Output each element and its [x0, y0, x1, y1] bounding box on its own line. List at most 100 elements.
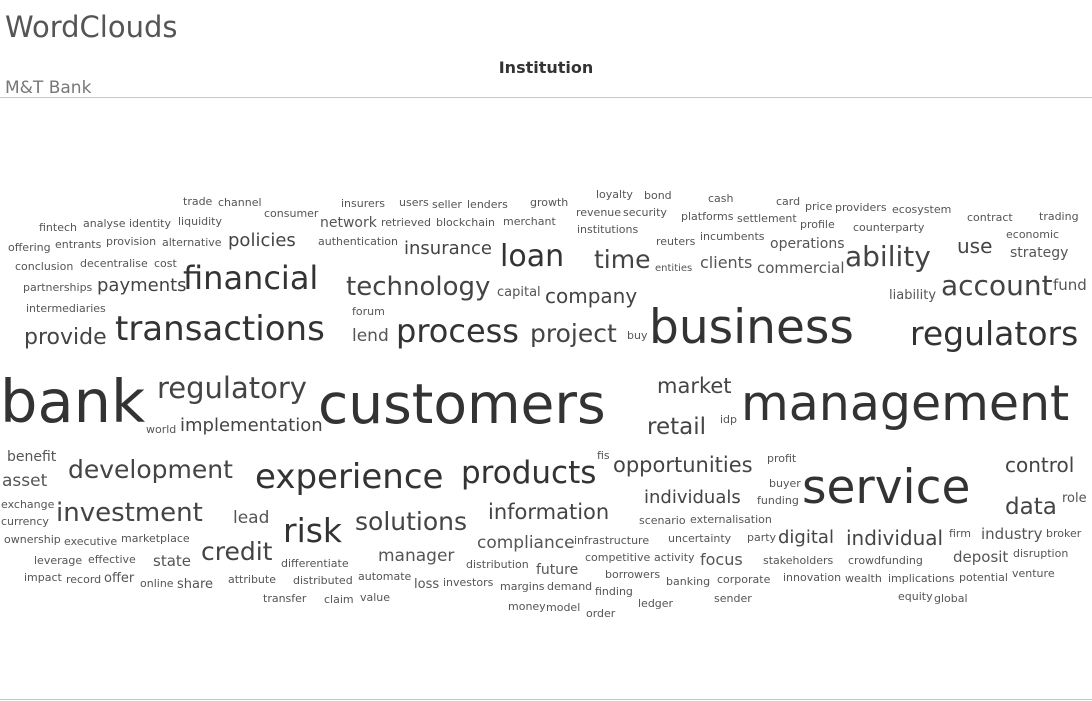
word-cost: cost — [154, 257, 178, 270]
word-decentralise: decentralise — [80, 257, 148, 270]
word-providers: providers — [835, 201, 887, 214]
word-security: security — [623, 206, 667, 219]
word-commercial: commercial — [757, 259, 845, 277]
word-trading: trading — [1039, 210, 1079, 223]
word-entities: entities — [655, 263, 692, 274]
word-bank: bank — [0, 367, 145, 436]
word-data: data — [1005, 494, 1057, 520]
word-industry: industry — [981, 525, 1043, 543]
word-regulators: regulators — [910, 314, 1078, 353]
word-insurance: insurance — [404, 238, 492, 259]
word-currency: currency — [1, 515, 49, 528]
word-online: online — [140, 577, 174, 590]
word-order: order — [586, 607, 616, 620]
word-offer: offer — [104, 571, 135, 586]
word-implementation: implementation — [180, 415, 323, 436]
word-global: global — [934, 592, 968, 605]
word-liability: liability — [889, 288, 936, 303]
word-contract: contract — [967, 211, 1013, 224]
word-use: use — [957, 234, 992, 258]
word-automate: automate — [358, 570, 412, 583]
word-loyalty: loyalty — [596, 188, 633, 201]
word-provide: provide — [24, 325, 107, 350]
word-insurers: insurers — [341, 197, 385, 210]
word-partnerships: partnerships — [23, 281, 93, 294]
word-development: development — [68, 455, 233, 484]
word-innovation: innovation — [783, 571, 841, 584]
word-conclusion: conclusion — [15, 260, 73, 273]
word-control: control — [1005, 453, 1074, 477]
word-focus: focus — [700, 550, 743, 569]
word-ledger: ledger — [638, 597, 674, 610]
word-strategy: strategy — [1010, 245, 1068, 261]
word-model: model — [546, 601, 580, 614]
word-compliance: compliance — [477, 533, 575, 553]
word-idp: idp — [720, 413, 737, 426]
word-revenue: revenue — [576, 206, 621, 219]
word-opportunities: opportunities — [613, 453, 753, 477]
word-blockchain: blockchain — [436, 216, 495, 229]
word-retail: retail — [647, 414, 706, 440]
word-business: business — [649, 300, 854, 355]
word-products: products — [461, 455, 596, 491]
word-credit: credit — [201, 537, 273, 566]
word-entrants: entrants — [55, 238, 102, 251]
word-venture: venture — [1012, 567, 1055, 580]
word-distribution: distribution — [466, 558, 529, 571]
column-header-institution: Institution — [498, 58, 594, 77]
word-transactions: transactions — [115, 309, 325, 349]
word-competitive: competitive — [585, 551, 650, 564]
word-wealth: wealth — [845, 572, 882, 585]
word-price: price — [805, 200, 833, 213]
word-information: information — [488, 500, 609, 524]
word-effective: effective — [88, 553, 136, 566]
word-marketplace: marketplace — [121, 532, 190, 545]
word-bond: bond — [644, 189, 672, 202]
word-manager: manager — [378, 546, 454, 566]
word-solutions: solutions — [355, 507, 467, 536]
word-stakeholders: stakeholders — [763, 554, 834, 567]
word-trade: trade — [183, 195, 213, 208]
word-buyer: buyer — [769, 477, 801, 490]
word-card: card — [776, 195, 800, 208]
footer-divider — [0, 699, 1092, 700]
word-individuals: individuals — [644, 487, 741, 508]
word-profile: profile — [800, 218, 835, 231]
word-service: service — [802, 460, 970, 515]
word-analyse: analyse — [83, 217, 126, 230]
word-corporate: corporate — [717, 573, 771, 586]
word-differentiate: differentiate — [281, 557, 349, 570]
word-alternative: alternative — [162, 236, 222, 249]
word-forum: forum — [352, 305, 385, 318]
word-company: company — [545, 284, 637, 308]
word-merchant: merchant — [503, 215, 556, 228]
word-seller: seller — [432, 198, 462, 211]
word-asset: asset — [2, 471, 48, 491]
word-time: time — [594, 245, 650, 274]
word-market: market — [657, 374, 732, 398]
word-account: account — [941, 269, 1053, 302]
word-future: future — [536, 562, 578, 578]
word-funding: funding — [757, 494, 799, 507]
word-role: role — [1062, 491, 1087, 506]
word-leverage: leverage — [34, 554, 82, 567]
word-borrowers: borrowers — [605, 568, 660, 581]
word-incumbents: incumbents — [700, 230, 765, 243]
word-offering: offering — [8, 241, 51, 254]
word-cash: cash — [708, 192, 734, 205]
word-finding: finding — [595, 585, 633, 598]
word-management: management — [741, 375, 1069, 432]
word-infrastructure: infrastructure — [574, 534, 649, 547]
word-party: party — [747, 531, 777, 544]
word-platforms: platforms — [681, 210, 734, 223]
word-externalisation: externalisation — [690, 513, 772, 526]
word-money: money — [508, 600, 546, 613]
word-risk: risk — [283, 511, 343, 550]
word-fintech: fintech — [39, 221, 77, 234]
word-banking: banking — [666, 575, 710, 588]
word-capital: capital — [497, 285, 541, 300]
word-crowdfunding: crowdfunding — [848, 554, 923, 567]
header-divider — [0, 97, 1092, 98]
word-buy: buy — [627, 329, 648, 342]
word-equity: equity — [898, 590, 933, 603]
